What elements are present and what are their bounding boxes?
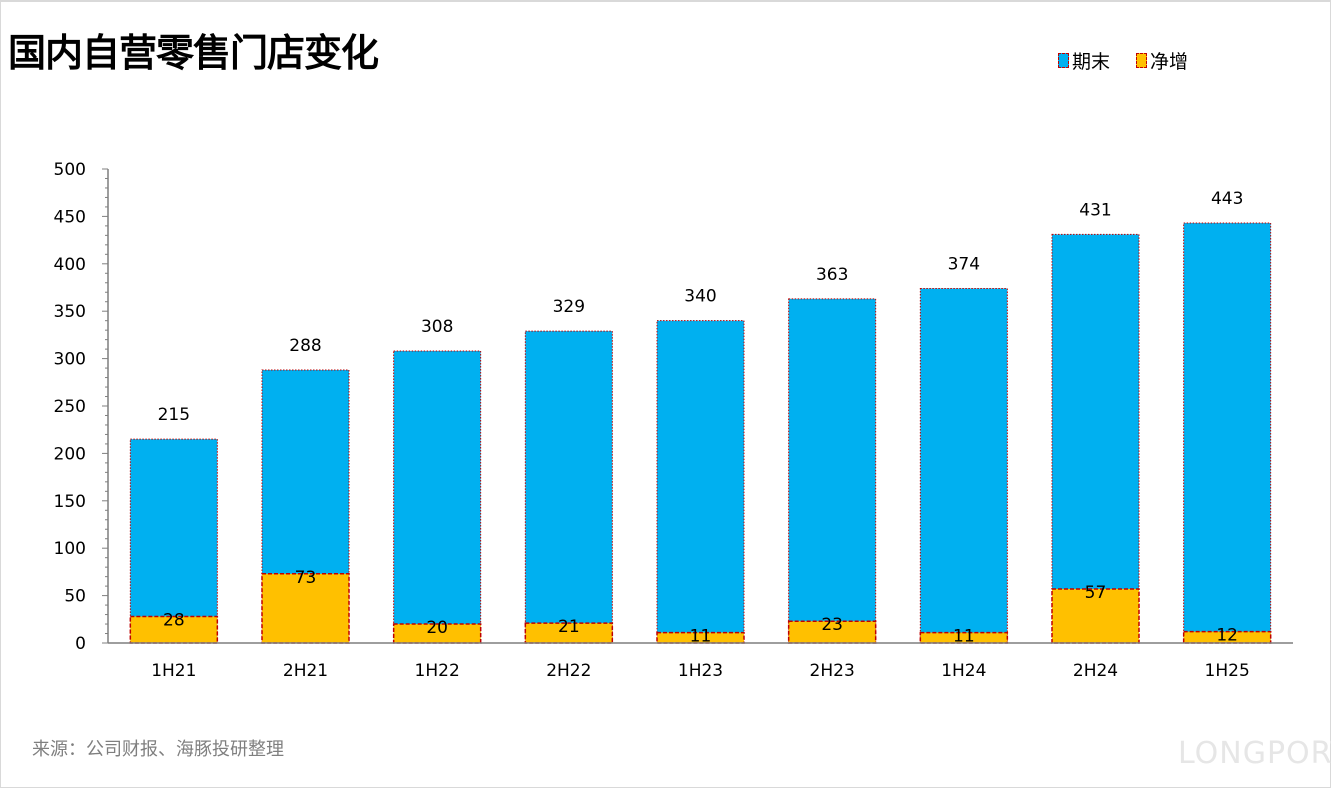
data-label-period-end: 308 [421,317,453,337]
legend-swatch-net-add [1136,53,1148,68]
bar-net-add [392,623,482,644]
bar-period-end [1183,222,1272,644]
x-tick-label: 1H22 [415,661,460,681]
bar-period-end [919,287,1008,644]
x-tick-label: 2H21 [283,661,328,681]
y-tick-label: 150 [54,492,86,512]
legend-swatch-period-end [1058,53,1069,68]
data-label-net-add: 11 [953,627,975,647]
data-label-period-end: 329 [553,297,585,317]
data-label-net-add: 11 [690,627,712,647]
data-label-net-add: 20 [426,618,448,638]
y-tick-label: 200 [54,444,86,464]
data-label-net-add: 57 [1085,583,1107,603]
y-tick-label: 50 [64,587,86,607]
x-tick-label: 1H24 [941,661,986,681]
bar-period-end [656,320,745,644]
bar-net-add [1051,588,1140,644]
data-label-net-add: 12 [1216,626,1238,646]
data-label-net-add: 28 [163,610,185,630]
data-label-net-add: 73 [295,568,317,588]
data-label-period-end: 340 [684,287,716,307]
data-label-period-end: 215 [158,405,190,425]
data-label-period-end: 431 [1079,200,1111,220]
x-tick-label: 1H25 [1205,661,1250,681]
x-tick-label: 2H23 [810,661,855,681]
bar-net-add [261,573,350,644]
data-label-period-end: 288 [289,336,321,356]
legend-label: 期末 [1072,51,1111,73]
y-tick-label: 300 [54,350,86,370]
x-tick-label: 2H22 [546,661,591,681]
data-label-net-add: 23 [821,615,843,635]
chart-title: 国内自营零售门店变化 [8,31,379,75]
bar-period-end [524,330,613,644]
bar-period-end [1051,233,1140,644]
x-tick-label: 2H24 [1073,661,1118,681]
data-label-net-add: 21 [558,617,580,637]
source-note: 来源：公司财报、海豚投研整理 [32,739,284,760]
bar-period-end [393,350,482,644]
x-tick-label: 1H21 [151,661,196,681]
data-label-period-end: 363 [816,265,848,285]
y-tick-label: 350 [54,302,86,322]
bar-period-end [788,298,877,644]
legend-item-period-end: 期末 [1058,47,1110,74]
data-label-period-end: 374 [948,254,980,274]
y-tick-label: 400 [54,255,86,275]
legend: 期末 净增 [1058,47,1188,74]
legend-item-net-add: 净增 [1136,47,1188,74]
y-tick-label: 100 [54,539,86,559]
y-tick-label: 250 [54,397,86,417]
bar-period-end [129,438,218,644]
y-tick-label: 500 [54,160,86,180]
watermark-logo: LONGPORT [1178,736,1331,771]
x-tick-label: 1H23 [678,661,723,681]
legend-label: 净增 [1150,51,1189,73]
data-label-period-end: 443 [1211,189,1243,209]
bar-net-add [129,615,219,644]
y-tick-label: 450 [54,207,86,227]
y-tick-label: 0 [75,634,86,654]
